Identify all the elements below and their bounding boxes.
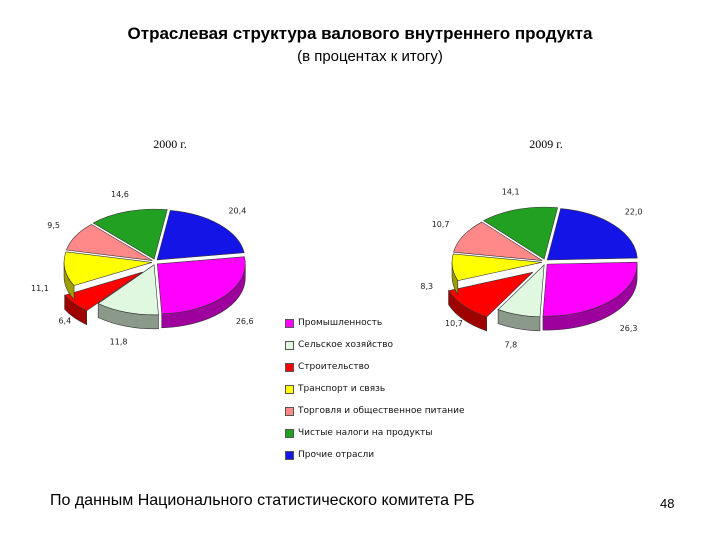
pie-slice <box>65 224 153 261</box>
chart-title: 2000 г. <box>153 137 187 151</box>
legend-label: Строительство <box>298 362 370 372</box>
data-label: 7,8 <box>504 341 517 350</box>
legend-swatch <box>285 340 294 350</box>
page-subtitle: (в процентах к итогу) <box>297 48 443 65</box>
pie-slice <box>546 208 638 261</box>
legend-label: Чистые налоги на продукты <box>298 428 433 438</box>
legend-item-construction: Строительство <box>285 356 465 378</box>
legend-label: Торговля и общественное питание <box>298 406 465 416</box>
data-label: 8,3 <box>420 282 433 291</box>
legend-item-trade: Торговля и общественное питание <box>285 400 465 422</box>
legend-item-net-taxes: Чистые налоги на продукты <box>285 422 465 444</box>
data-label: 9,5 <box>47 221 60 230</box>
pie-slice <box>156 256 246 329</box>
data-label: 6,4 <box>58 317 71 326</box>
legend-swatch <box>285 428 294 438</box>
pie-slice <box>156 210 245 261</box>
legend-label: Сельское хозяйство <box>298 340 394 350</box>
data-label: 11,1 <box>31 284 49 293</box>
pie-slice <box>453 221 543 261</box>
data-label: 26,3 <box>620 324 638 333</box>
legend-label: Прочие отрасли <box>298 450 375 460</box>
legend-swatch <box>285 384 294 394</box>
legend-label: Транспорт и связь <box>298 384 386 394</box>
legend-item-agriculture: Сельское хозяйство <box>285 334 465 356</box>
pie-slice <box>451 253 543 296</box>
pie-slice <box>64 271 143 326</box>
data-label: 20,4 <box>228 206 246 215</box>
legend-swatch <box>285 362 294 372</box>
legend-item-other: Прочие отрасли <box>285 444 465 466</box>
legend-item-transport: Транспорт и связь <box>285 378 465 400</box>
data-label: 10,7 <box>445 319 463 328</box>
pie-slice <box>63 251 153 301</box>
data-label: 14,1 <box>502 187 520 196</box>
pie-slice <box>448 271 534 332</box>
legend-item-industry: Промышленность <box>285 312 465 334</box>
pie-chart-0: 2000 г. 20,4 26,6 11,8 6,4 11,1 9,5 14,6 <box>31 137 254 347</box>
page-number: 48 <box>660 496 675 511</box>
chart-legend: Промышленность Сельское хозяйство Строит… <box>285 312 465 466</box>
pie-chart-1: 2009 г. 22,0 26,3 7,8 10,7 8,3 10,7 14,1 <box>420 137 642 350</box>
data-label: 14,6 <box>111 190 129 199</box>
legend-label: Промышленность <box>298 318 383 328</box>
source-note: По данным Национального статистического … <box>50 492 475 509</box>
legend-swatch <box>285 450 294 460</box>
pie-slice <box>92 208 168 260</box>
legend-swatch <box>285 406 294 416</box>
data-label: 22,0 <box>625 207 643 216</box>
pie-slice <box>542 261 638 331</box>
pie-slice <box>483 206 558 260</box>
chart-title: 2009 г. <box>529 137 563 151</box>
data-label: 10,7 <box>432 220 450 229</box>
legend-swatch <box>285 318 294 328</box>
data-label: 11,8 <box>110 338 128 347</box>
page-title: Отраслевая структура валового внутреннег… <box>127 24 593 43</box>
pie-slice <box>97 264 159 330</box>
pie-slice <box>497 264 545 332</box>
data-label: 26,6 <box>236 317 254 326</box>
